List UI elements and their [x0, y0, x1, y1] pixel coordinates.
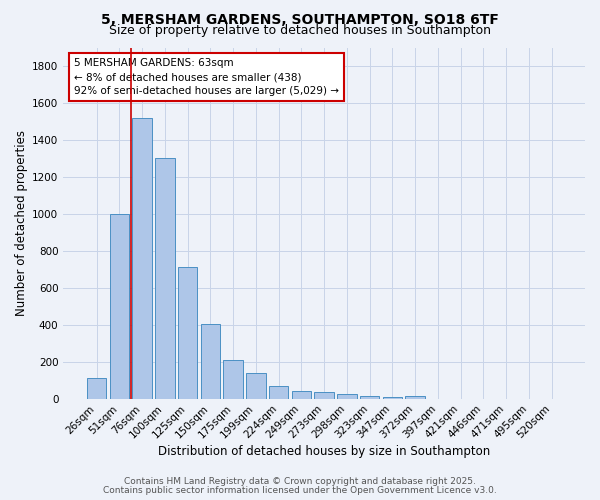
Bar	[87, 378, 106, 398]
Bar	[337, 394, 356, 398]
Text: Contains public sector information licensed under the Open Government Licence v3: Contains public sector information licen…	[103, 486, 497, 495]
X-axis label: Distribution of detached houses by size in Southampton: Distribution of detached houses by size …	[158, 444, 490, 458]
Text: 5 MERSHAM GARDENS: 63sqm
← 8% of detached houses are smaller (438)
92% of semi-d: 5 MERSHAM GARDENS: 63sqm ← 8% of detache…	[74, 58, 339, 96]
Bar	[406, 396, 425, 398]
Bar	[110, 214, 129, 398]
Bar	[314, 392, 334, 398]
Bar	[155, 158, 175, 398]
Bar	[178, 268, 197, 398]
Text: Size of property relative to detached houses in Southampton: Size of property relative to detached ho…	[109, 24, 491, 37]
Bar	[269, 386, 289, 398]
Y-axis label: Number of detached properties: Number of detached properties	[15, 130, 28, 316]
Bar	[383, 397, 402, 398]
Bar	[360, 396, 379, 398]
Bar	[133, 118, 152, 398]
Text: Contains HM Land Registry data © Crown copyright and database right 2025.: Contains HM Land Registry data © Crown c…	[124, 477, 476, 486]
Text: 5, MERSHAM GARDENS, SOUTHAMPTON, SO18 6TF: 5, MERSHAM GARDENS, SOUTHAMPTON, SO18 6T…	[101, 12, 499, 26]
Bar	[292, 391, 311, 398]
Bar	[223, 360, 243, 399]
Bar	[201, 324, 220, 398]
Bar	[246, 372, 266, 398]
